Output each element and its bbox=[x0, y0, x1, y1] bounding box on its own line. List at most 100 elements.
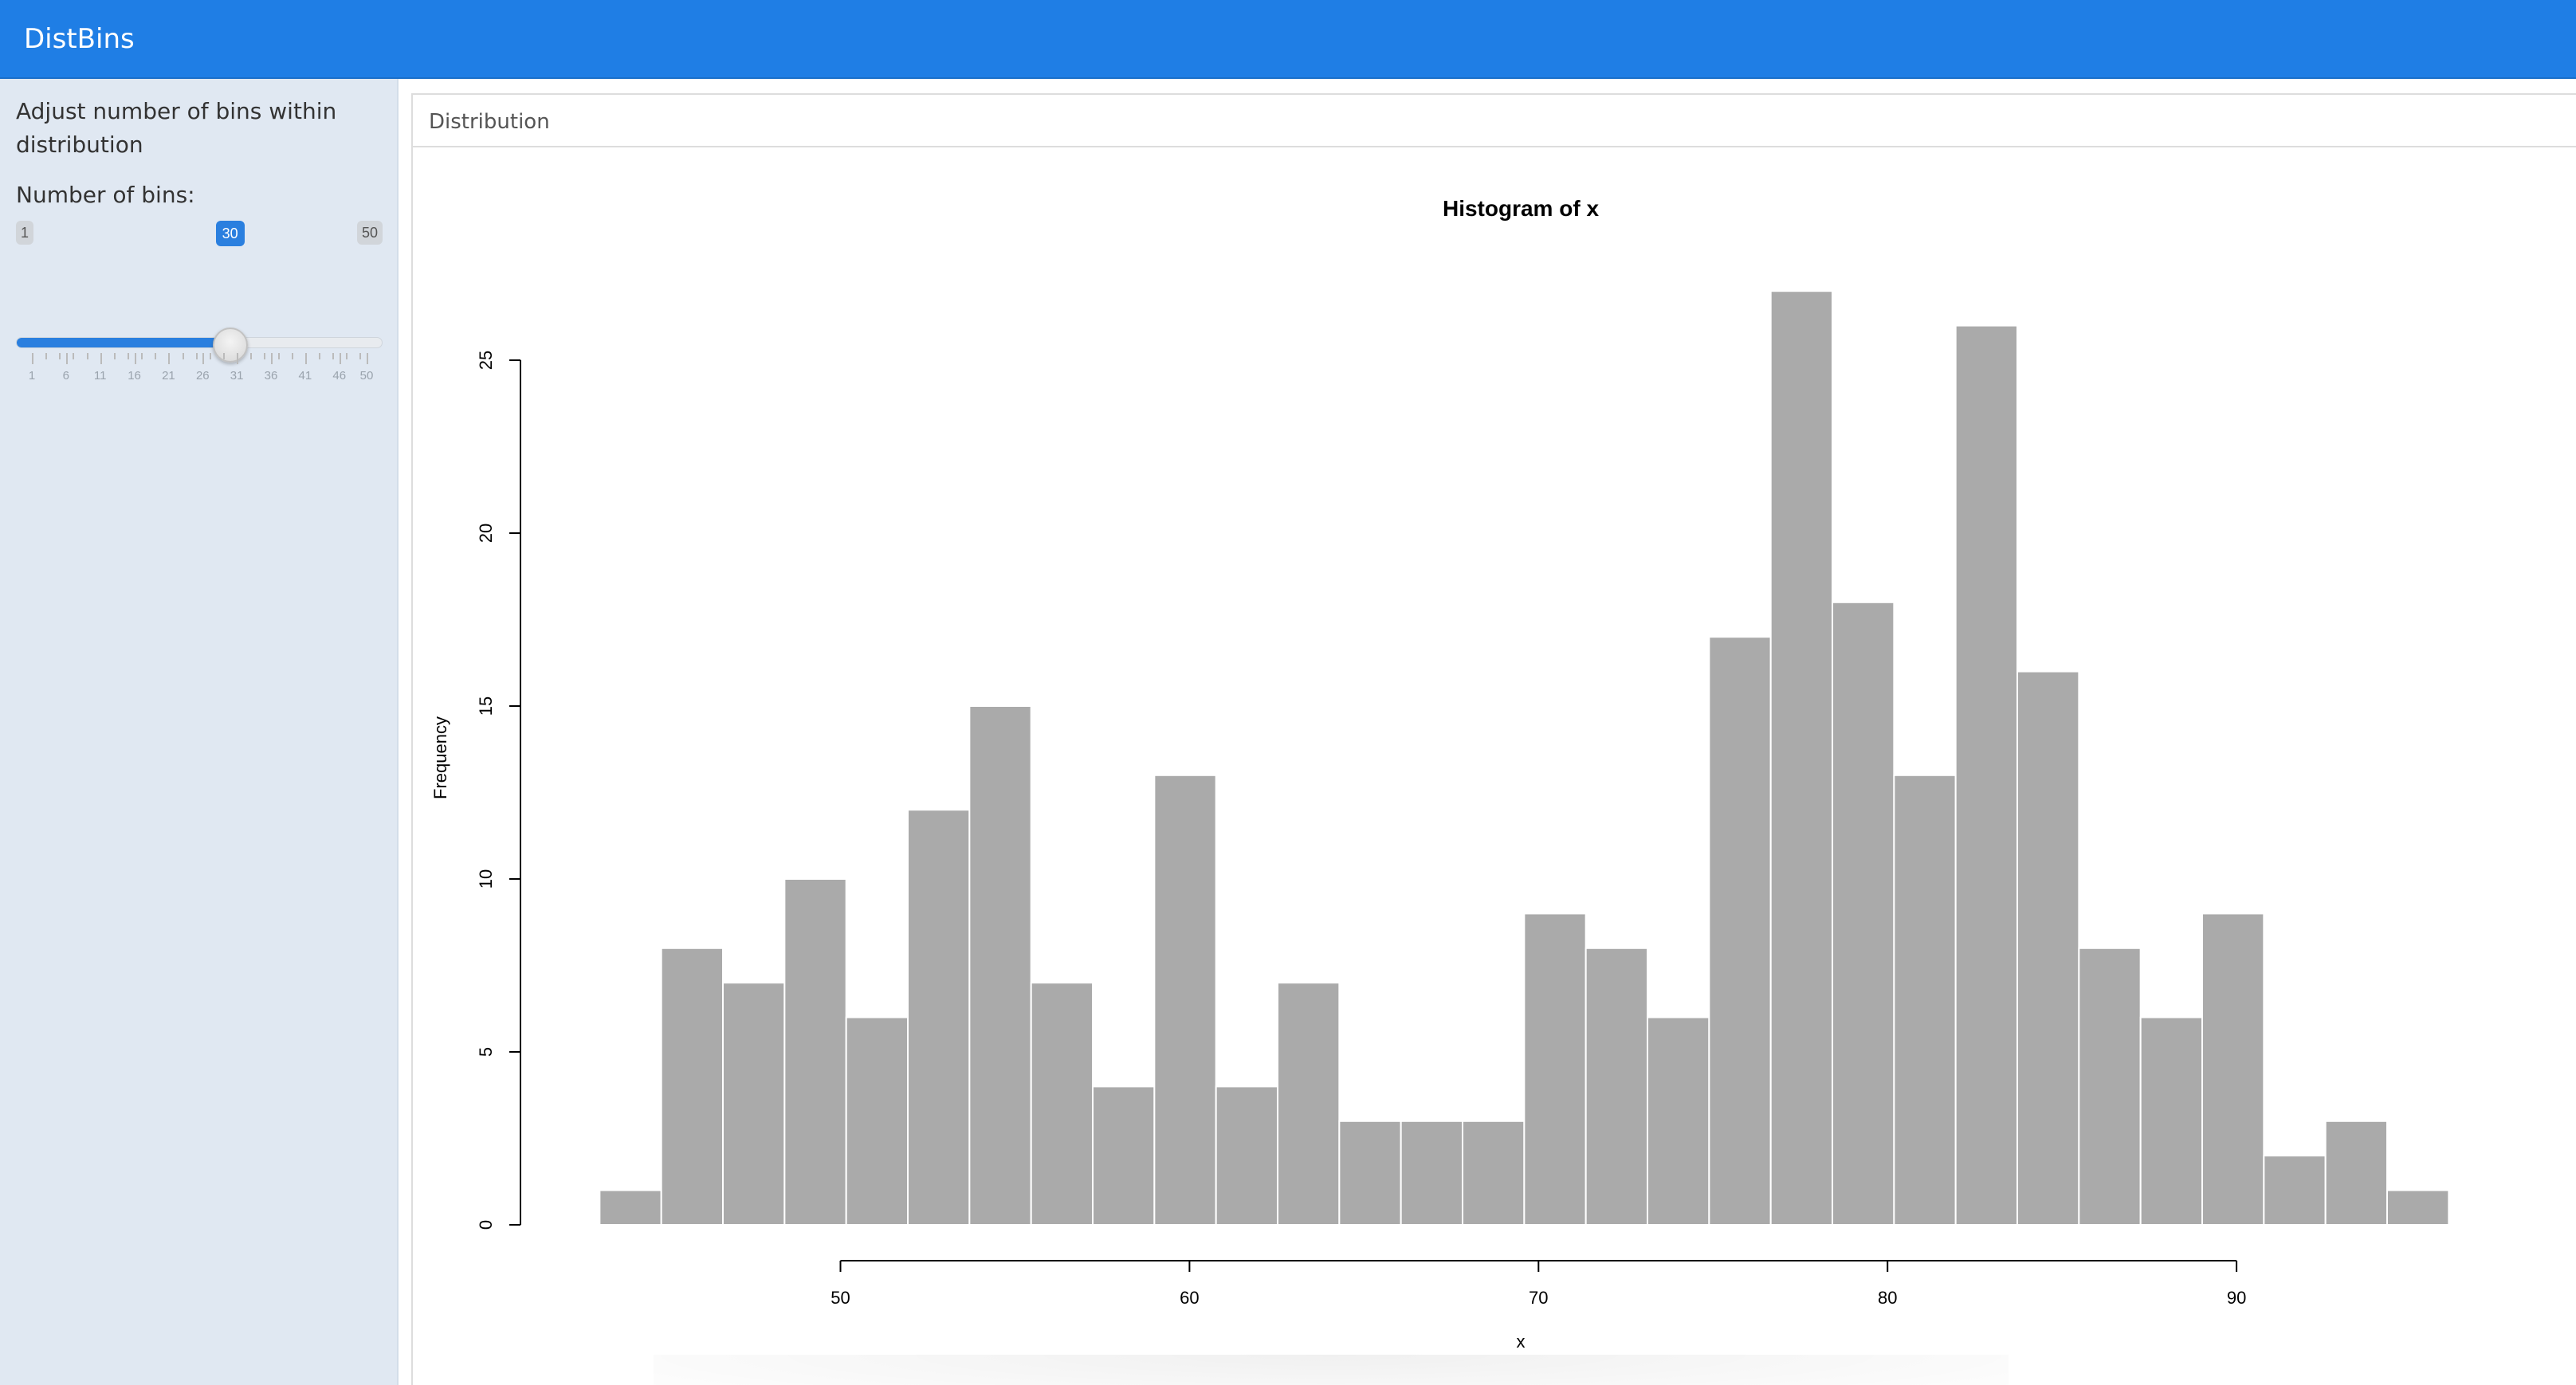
slider-tick bbox=[141, 353, 143, 359]
slider-min-label: 1 bbox=[16, 221, 34, 245]
slider-tick bbox=[304, 353, 307, 364]
slider-tick bbox=[100, 353, 102, 364]
y-tick-label: 0 bbox=[476, 1220, 496, 1230]
histogram-bar bbox=[845, 1016, 909, 1226]
histogram-bar bbox=[2078, 947, 2142, 1226]
slider-tick bbox=[277, 353, 280, 359]
x-tick-label: 50 bbox=[831, 1288, 850, 1308]
histogram-bar bbox=[2324, 1120, 2389, 1226]
slider-tick bbox=[195, 353, 198, 359]
slider-tick-label: 16 bbox=[128, 369, 141, 383]
slider-tick bbox=[168, 353, 171, 364]
x-tick-label: 90 bbox=[2227, 1288, 2246, 1308]
slider-tick-label: 26 bbox=[195, 369, 210, 383]
slider-track[interactable] bbox=[16, 337, 383, 348]
slider-tick bbox=[332, 353, 335, 359]
slider-value-label: 30 bbox=[215, 221, 245, 246]
sidebar-panel: Adjust number of bins within distributio… bbox=[0, 79, 399, 1385]
slider-tick bbox=[264, 353, 266, 359]
slider-tick-label: 11 bbox=[93, 369, 107, 383]
slider-tick bbox=[291, 353, 293, 359]
histogram-bar bbox=[2386, 1189, 2450, 1226]
histogram-bar bbox=[2016, 670, 2080, 1226]
slider-tick bbox=[65, 353, 68, 364]
histogram-bar bbox=[1153, 774, 1217, 1226]
histogram-bar bbox=[1215, 1085, 1279, 1226]
y-tick-label: 15 bbox=[476, 696, 496, 716]
histogram-bar bbox=[1277, 982, 1341, 1226]
slider-tick bbox=[155, 353, 157, 359]
slider-tick bbox=[59, 353, 61, 359]
histogram-bar bbox=[1338, 1120, 1402, 1226]
slider-tick bbox=[86, 353, 88, 359]
slider-tick bbox=[319, 353, 320, 359]
slider-tick-label: 1 bbox=[28, 369, 36, 383]
slider-tick bbox=[182, 353, 184, 359]
sidebar-description: Adjust number of bins within distributio… bbox=[16, 98, 337, 158]
app-header: DistBins bbox=[0, 0, 2576, 79]
slider-tick-label: 31 bbox=[230, 369, 244, 383]
histogram-bar bbox=[1523, 912, 1587, 1226]
slider-tick bbox=[202, 353, 205, 364]
y-tick-label: 10 bbox=[476, 869, 496, 889]
histogram-bar bbox=[1954, 324, 2019, 1226]
slider-tick-label: 6 bbox=[62, 369, 70, 383]
slider-tick bbox=[339, 353, 341, 364]
chart-title: Histogram of x bbox=[1443, 196, 1599, 221]
histogram-bar bbox=[1400, 1120, 1464, 1226]
y-tick-label: 25 bbox=[476, 351, 496, 370]
histogram-bar bbox=[968, 705, 1032, 1226]
slider-tick-label: 50 bbox=[359, 369, 374, 383]
histogram-bar bbox=[2139, 1016, 2204, 1226]
slider-handle[interactable] bbox=[212, 328, 248, 363]
x-tick-label: 80 bbox=[1878, 1288, 1897, 1308]
x-tick-label: 70 bbox=[1529, 1288, 1548, 1308]
slider-tick bbox=[45, 353, 48, 359]
histogram-bar bbox=[1584, 947, 1649, 1226]
slider-tick bbox=[237, 353, 239, 364]
y-axis-label: Frequency bbox=[430, 716, 450, 799]
histogram-bar bbox=[1893, 774, 1957, 1226]
panel-header: Distribution bbox=[413, 95, 2576, 147]
y-tick-label: 5 bbox=[476, 1047, 496, 1057]
histogram-bar bbox=[1030, 982, 1094, 1226]
bins-slider-label: Number of bins: bbox=[16, 182, 195, 208]
histogram-bar bbox=[1647, 1016, 1710, 1226]
slider-tick bbox=[367, 353, 368, 364]
slider-tick bbox=[134, 353, 136, 364]
histogram-bar bbox=[599, 1189, 662, 1226]
bins-slider[interactable]: 1 30 50 1 6 11 16 21 26 31 36 41 46 50 bbox=[16, 221, 383, 396]
slider-tick bbox=[32, 353, 33, 364]
plot-shadow bbox=[654, 1355, 2009, 1385]
histogram-bar bbox=[2263, 1155, 2327, 1226]
tab-distribution[interactable]: Distribution bbox=[429, 110, 550, 134]
slider-fill bbox=[17, 338, 231, 347]
slider-tick bbox=[271, 353, 273, 364]
histogram-bar bbox=[1708, 636, 1772, 1226]
histogram-bar bbox=[1462, 1120, 1526, 1226]
histogram-bar bbox=[1832, 601, 1895, 1226]
slider-tick bbox=[128, 353, 129, 359]
slider-tick bbox=[346, 353, 348, 359]
histogram-bar bbox=[783, 878, 847, 1226]
slider-tick-label: 21 bbox=[162, 369, 175, 383]
histogram-plot: Histogram of x 0 5 10 15 20 25 Frequency 50 60 70 8… bbox=[430, 196, 2450, 1352]
slider-tick bbox=[359, 353, 362, 359]
slider-tick-label: 41 bbox=[298, 369, 312, 383]
slider-tick bbox=[73, 353, 75, 359]
histogram-bar bbox=[660, 947, 724, 1226]
slider-tick-label: 36 bbox=[264, 369, 278, 383]
main-panel: Distribution Histogram of x 0 5 10 15 20 25 Fre… bbox=[411, 93, 2576, 1385]
slider-tick bbox=[209, 353, 211, 359]
x-tick-label: 60 bbox=[1180, 1288, 1199, 1308]
histogram-bar bbox=[2201, 912, 2265, 1226]
slider-tick bbox=[223, 353, 225, 359]
slider-tick bbox=[113, 353, 116, 359]
slider-tick bbox=[250, 353, 253, 359]
histogram-bar bbox=[1769, 290, 1834, 1226]
histogram-bar bbox=[907, 809, 971, 1226]
slider-ticks: 1 6 11 16 21 26 31 36 41 46 50 bbox=[16, 353, 383, 385]
app-title: DistBins bbox=[24, 23, 135, 55]
histogram-bar bbox=[1092, 1085, 1156, 1226]
y-tick-label: 20 bbox=[476, 524, 496, 543]
